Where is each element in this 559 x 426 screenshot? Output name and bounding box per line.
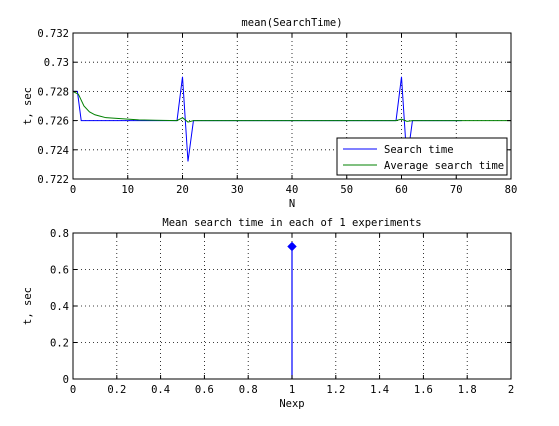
chart2-x-tick-label: 0.2 [107, 384, 126, 396]
chart2-y-tick-label: 0.6 [50, 265, 69, 277]
chart2-x-tick-label: 1.2 [326, 384, 345, 396]
chart1-y-tick-label: 0.73 [44, 57, 69, 69]
chart1-x-tick-label: 80 [505, 184, 518, 196]
chart2-stem-marker [287, 241, 297, 252]
chart1-y-tick-label: 0.728 [37, 86, 69, 98]
chart1-x-tick-label: 40 [286, 184, 299, 196]
chart1-y-tick-label: 0.732 [37, 28, 69, 40]
chart2-x-tick-label: 0.4 [151, 384, 170, 396]
chart2-x-tick-label: 0 [70, 384, 76, 396]
chart2-x-tick-label: 0.6 [195, 384, 214, 396]
chart1-y-tick-label: 0.724 [37, 145, 69, 157]
chart2-x-axis-label: Nexp [279, 398, 304, 410]
chart2-y-tick-label: 0.4 [50, 301, 69, 313]
chart2-x-tick-label: 1.4 [370, 384, 389, 396]
chart1-x-tick-label: 70 [450, 184, 463, 196]
chart2-y-axis-label: t, sec [22, 287, 34, 325]
chart1-legend: Search time Average search time [336, 137, 508, 176]
chart2-title: Mean search time in each of 1 experiment… [162, 217, 421, 229]
chart1-legend-box [336, 137, 508, 176]
chart1-x-tick-label: 0 [70, 184, 76, 196]
chart2-y-tick-label: 0.8 [50, 228, 69, 240]
chart2-x-tick-label: 1 [289, 384, 295, 396]
chart1-x-tick-label: 10 [121, 184, 134, 196]
chart1-series-line-2 [73, 90, 511, 123]
chart1-y-tick-label: 0.722 [37, 174, 69, 186]
chart1-title: mean(SearchTime) [241, 17, 342, 29]
chart2-x-tick-label: 0.8 [239, 384, 258, 396]
chart1-x-axis-label: N [289, 198, 295, 210]
chart1-x-tick-label: 30 [231, 184, 244, 196]
chart1-y-tick-label: 0.726 [37, 116, 69, 128]
chart1-y-axis-label: t, sec [22, 87, 34, 125]
chart1-x-tick-label: 20 [176, 184, 189, 196]
chart2-y-tick-label: 0 [63, 374, 69, 386]
chart2-x-tick-label: 1.6 [414, 384, 433, 396]
chart2-x-tick-label: 1.8 [458, 384, 477, 396]
chart1-legend-label-2: Average search time [384, 160, 504, 172]
chart2-x-tick-label: 2 [508, 384, 514, 396]
chart1-legend-label-1: Search time [384, 144, 454, 156]
chart1-x-tick-label: 50 [340, 184, 353, 196]
chart1-x-tick-label: 60 [395, 184, 408, 196]
chart2-y-tick-label: 0.2 [50, 338, 69, 350]
